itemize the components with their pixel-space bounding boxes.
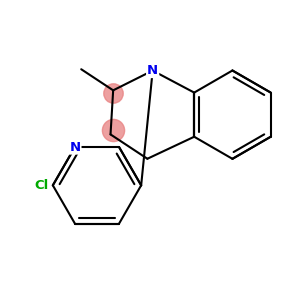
Text: Cl: Cl — [34, 179, 48, 192]
Text: N: N — [69, 141, 80, 154]
Text: N: N — [147, 64, 158, 77]
